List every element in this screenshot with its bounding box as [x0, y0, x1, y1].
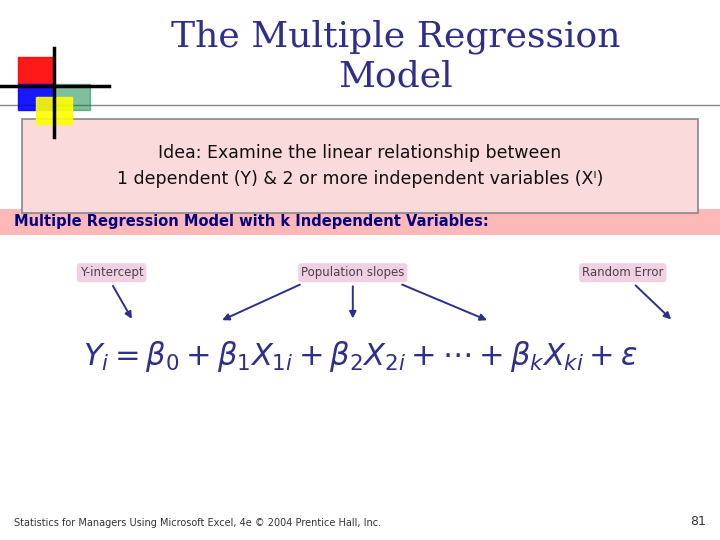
Text: Y-intercept: Y-intercept [80, 266, 143, 279]
Text: Population slopes: Population slopes [301, 266, 405, 279]
FancyBboxPatch shape [22, 119, 698, 213]
Text: Statistics for Managers Using Microsoft Excel, 4e © 2004 Prentice Hall, Inc.: Statistics for Managers Using Microsoft … [14, 518, 382, 528]
Text: Idea: Examine the linear relationship between
1 dependent (Y) & 2 or more indepe: Idea: Examine the linear relationship be… [117, 144, 603, 188]
FancyBboxPatch shape [0, 209, 720, 235]
Bar [18, 57, 54, 84]
Text: Multiple Regression Model with k Independent Variables:: Multiple Regression Model with k Indepen… [14, 214, 489, 230]
Text: $Y_i = \beta_0 + \beta_1 X_{1i} + \beta_2 X_{2i} + \cdots + \beta_k X_{ki} + \va: $Y_i = \beta_0 + \beta_1 X_{1i} + \beta_… [83, 339, 637, 374]
Bar [36, 97, 72, 124]
Text: The Multiple Regression
Model: The Multiple Regression Model [171, 20, 621, 93]
Text: 81: 81 [690, 515, 706, 528]
Text: Random Error: Random Error [582, 266, 664, 279]
Bar [18, 84, 54, 111]
Bar [54, 84, 89, 111]
